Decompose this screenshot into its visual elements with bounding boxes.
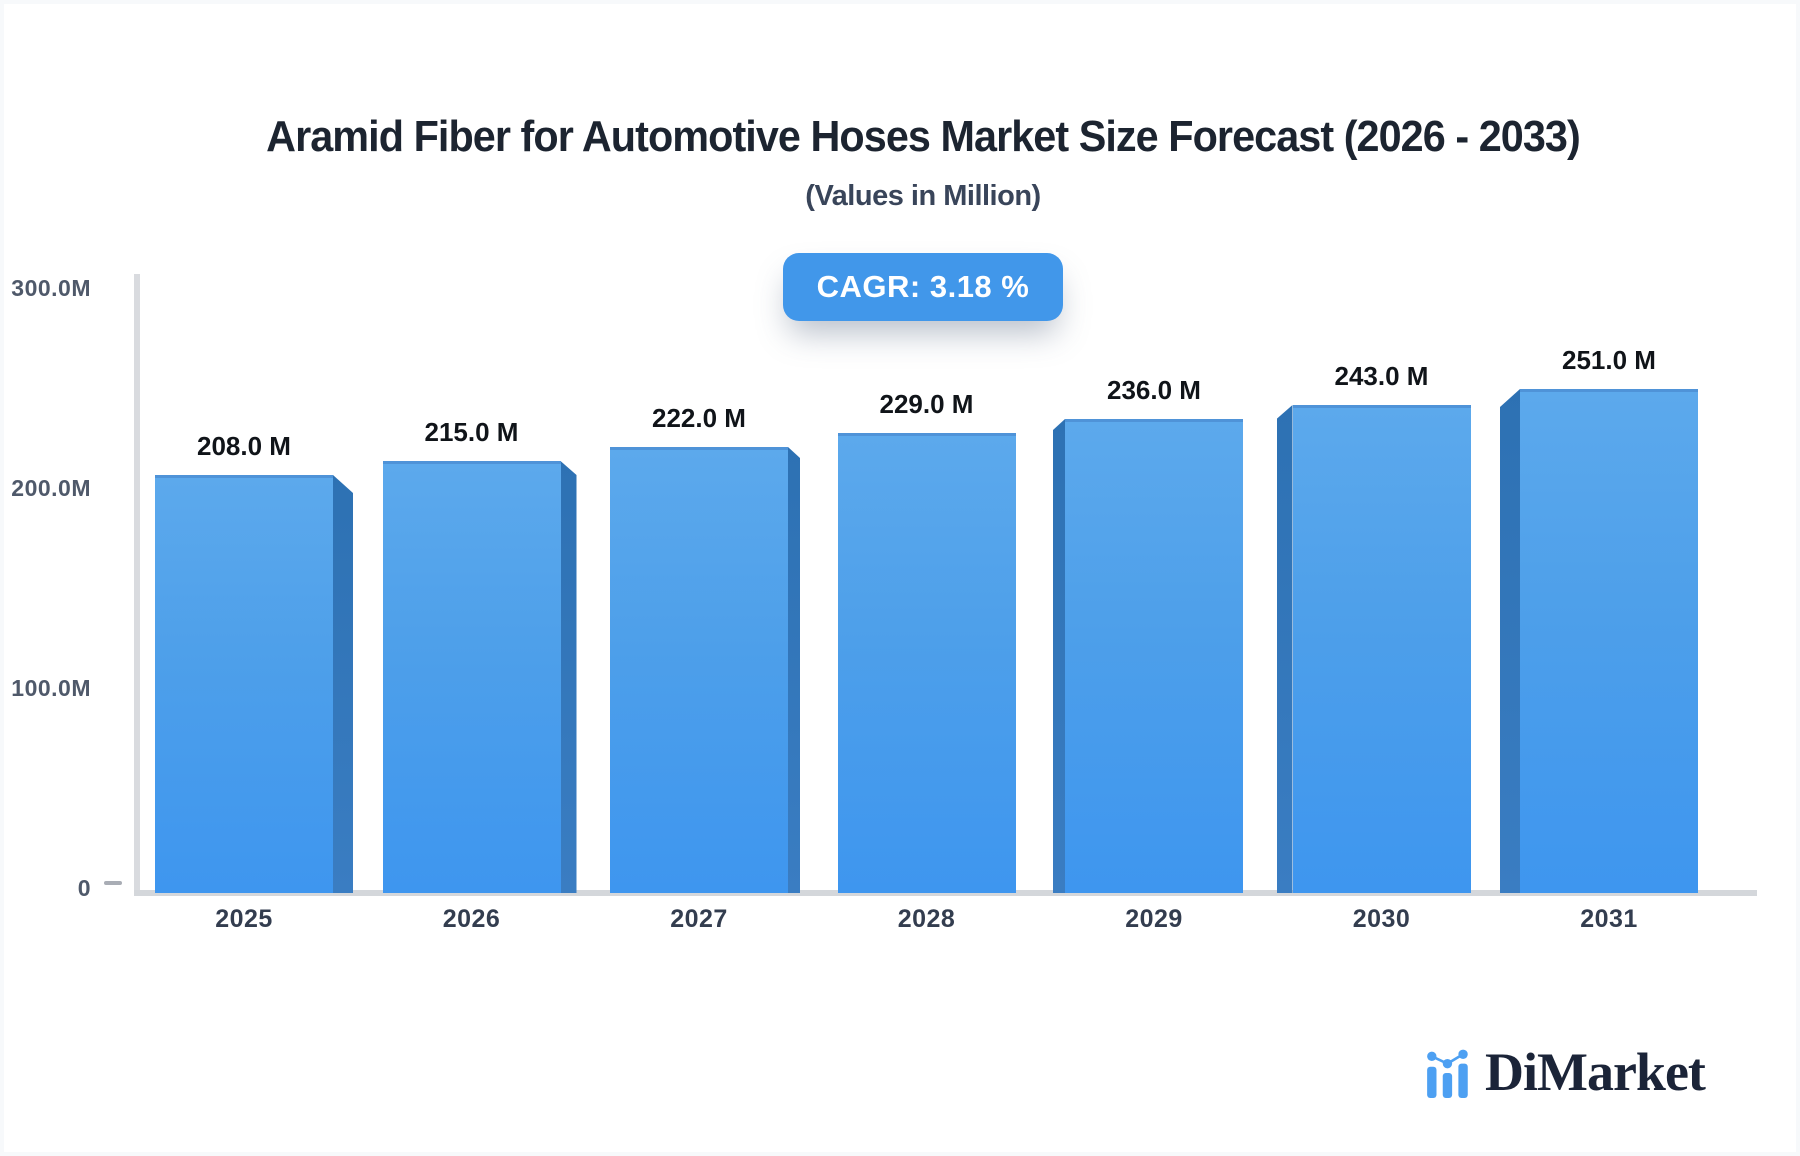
y-axis-label: 200.0M (11, 475, 91, 501)
bar-value-label: 222.0 M (652, 403, 746, 433)
bar (1065, 419, 1243, 893)
bar (610, 447, 788, 893)
bar-side-face (333, 475, 353, 893)
bar-side-face (1276, 405, 1293, 893)
bar-value-label: 208.0 M (197, 431, 291, 461)
dimarket-logo-text: DiMarket (1485, 1042, 1706, 1102)
bar (1520, 389, 1698, 893)
bar-value-label: 229.0 M (879, 389, 974, 419)
x-axis-label: 2030 (1352, 905, 1411, 933)
x-axis-label: 2025 (215, 905, 273, 933)
bar-value-label: 251.0 M (1562, 345, 1656, 375)
x-axis-label: 2028 (897, 905, 956, 933)
bar (155, 475, 333, 893)
bar-side-face (788, 447, 800, 893)
chart-subtitle: (Values in Million) (805, 180, 1041, 212)
y-axis-label: 0 (77, 875, 91, 901)
bar-side-face (1053, 419, 1065, 893)
bar-side-face (560, 461, 577, 893)
y-axis-label: 300.0M (11, 275, 91, 301)
bar-value-label: 243.0 M (1334, 361, 1429, 391)
bar-chart-logo-icon (1427, 1049, 1468, 1098)
x-axis-label: 2027 (670, 905, 728, 933)
bar-value-label: 215.0 M (424, 417, 519, 447)
chart-title: Aramid Fiber for Automotive Hoses Market… (266, 112, 1581, 161)
x-axis-label: 2031 (1580, 905, 1638, 933)
bar (382, 461, 561, 893)
y-axis-line (134, 274, 140, 896)
x-axis-line (134, 890, 1757, 896)
cagr-badge: CAGR: 3.18 % (782, 253, 1064, 321)
zero-tick-mark (104, 881, 122, 885)
bar (1292, 405, 1471, 893)
bar-side-face (1500, 389, 1520, 893)
chart-header: Aramid Fiber for Automotive Hoses Market… (50, 4, 1796, 321)
y-axis-label: 100.0M (11, 675, 91, 701)
dimarket-logo: DiMarket (1425, 1042, 1706, 1102)
x-axis-label: 2026 (442, 905, 501, 933)
x-axis-label: 2029 (1125, 905, 1183, 933)
bar (837, 433, 1016, 893)
bar-value-label: 236.0 M (1107, 375, 1201, 405)
